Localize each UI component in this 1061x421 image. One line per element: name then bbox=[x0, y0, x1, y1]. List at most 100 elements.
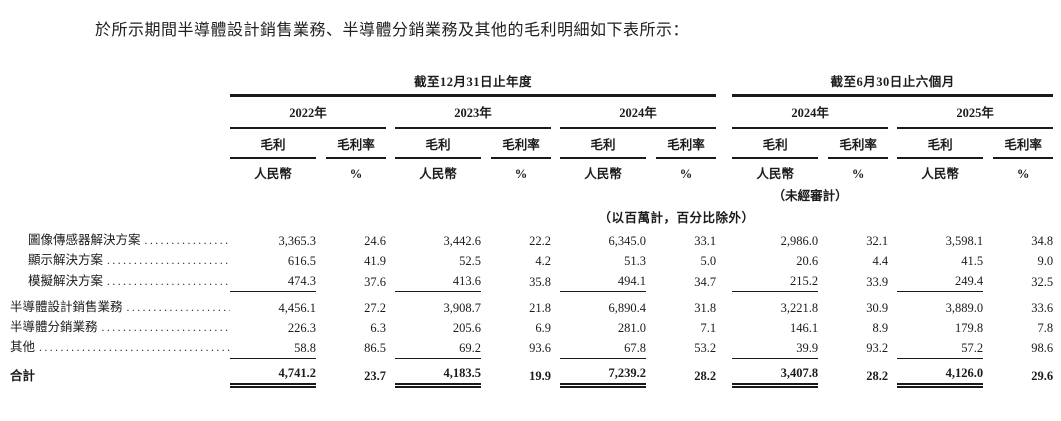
gap bbox=[983, 338, 993, 358]
gap bbox=[646, 338, 656, 358]
year-header-2023: 2023年 bbox=[395, 95, 551, 129]
gap bbox=[646, 272, 656, 292]
empty-cell bbox=[888, 184, 1053, 203]
gross-profit-header: 毛利 bbox=[395, 127, 481, 160]
gap bbox=[316, 251, 326, 271]
gap bbox=[983, 158, 993, 183]
gap bbox=[818, 318, 828, 338]
gap bbox=[551, 96, 560, 128]
value-cell: 7.1 bbox=[700, 320, 717, 335]
section-gap bbox=[716, 272, 732, 292]
gap bbox=[316, 292, 326, 318]
value-cell: 41.9 bbox=[364, 254, 386, 269]
value-cell: 3,908.7 bbox=[443, 300, 482, 315]
col-group-annual: 截至12月31日止年度 bbox=[230, 75, 717, 98]
gap bbox=[888, 227, 897, 251]
value-cell: 21.8 bbox=[529, 300, 551, 315]
value-cell: 3,365.3 bbox=[278, 234, 317, 249]
value-cell: 35.8 bbox=[529, 274, 551, 289]
gap bbox=[818, 272, 828, 292]
value-cell: 7.8 bbox=[1037, 320, 1054, 335]
intro-paragraph: 於所示期間半導體設計銷售業務、半導體分銷業務及其他的毛利明細如下表所示： bbox=[95, 22, 690, 39]
gap bbox=[316, 338, 326, 358]
margin-header: 毛利率 bbox=[993, 127, 1054, 160]
row-label-text: 顯示解決方案 bbox=[28, 253, 104, 268]
gap bbox=[646, 359, 656, 386]
row-label-text: 圖像傳感器解決方案 bbox=[28, 233, 141, 248]
currency-header: 人民幣 bbox=[756, 167, 794, 182]
value-cell: 205.6 bbox=[452, 320, 481, 335]
year-header-2025-interim: 2025年 bbox=[897, 95, 1054, 129]
percent-header: % bbox=[349, 167, 363, 182]
empty-cell bbox=[10, 184, 732, 203]
value-cell: 215.2 bbox=[732, 271, 819, 293]
value-cell: 86.5 bbox=[364, 341, 386, 356]
currency-header: 人民幣 bbox=[419, 167, 457, 182]
gap bbox=[551, 251, 560, 271]
value-cell: 413.6 bbox=[395, 271, 481, 293]
value-cell: 33.9 bbox=[866, 274, 889, 289]
empty-cell bbox=[10, 158, 230, 183]
gap bbox=[386, 96, 395, 128]
gross-profit-header: 毛利 bbox=[560, 127, 646, 160]
value-cell: 23.7 bbox=[364, 368, 386, 383]
row-label: 半導體設計銷售業務...............................… bbox=[10, 292, 230, 318]
value-cell: 4,183.5 bbox=[395, 358, 481, 389]
value-cell: 32.5 bbox=[1031, 274, 1054, 289]
section-gap bbox=[716, 251, 732, 271]
unaudited-note: （未經審計） bbox=[772, 188, 848, 203]
gap bbox=[646, 251, 656, 271]
empty-cell bbox=[10, 75, 230, 96]
gap bbox=[386, 251, 395, 271]
leader-dots: ........................................… bbox=[126, 301, 230, 314]
gap bbox=[386, 158, 395, 183]
gap bbox=[481, 292, 491, 318]
row-label: 模擬解決方案..................................… bbox=[10, 272, 230, 292]
value-cell: 98.6 bbox=[1031, 341, 1054, 356]
year-header-2024-interim: 2024年 bbox=[732, 95, 889, 129]
section-gap bbox=[716, 96, 732, 128]
gross-profit-table: 截至12月31日止年度 截至6月30日止六個月 2022年 2023年 2024… bbox=[10, 75, 1054, 389]
gap bbox=[888, 272, 897, 292]
value-cell: 69.2 bbox=[395, 338, 481, 360]
section-gap bbox=[716, 158, 732, 183]
gap bbox=[551, 318, 560, 338]
gap bbox=[818, 338, 828, 358]
gap bbox=[983, 272, 993, 292]
gap bbox=[481, 227, 491, 251]
gap bbox=[888, 359, 897, 386]
gap bbox=[551, 359, 560, 386]
currency-header: 人民幣 bbox=[254, 167, 292, 182]
row-others: 其他......................................… bbox=[10, 338, 1054, 360]
value-cell: 4,126.0 bbox=[897, 358, 984, 389]
gap bbox=[316, 128, 326, 158]
value-cell: 52.5 bbox=[459, 254, 481, 269]
gap bbox=[386, 128, 395, 158]
gap bbox=[888, 251, 897, 271]
value-cell: 93.6 bbox=[529, 341, 551, 356]
unaudited-row: （未經審計） bbox=[10, 184, 1053, 203]
gap bbox=[818, 359, 828, 386]
value-cell: 34.8 bbox=[1031, 234, 1054, 249]
col-group-interim: 截至6月30日止六個月 bbox=[732, 75, 1054, 98]
value-cell: 3,598.1 bbox=[945, 234, 984, 249]
value-cell: 93.2 bbox=[866, 341, 889, 356]
value-cell: 37.6 bbox=[364, 274, 386, 289]
section-gap bbox=[716, 227, 732, 251]
row-image-sensor: 圖像傳感器解決方案...............................… bbox=[10, 227, 1053, 251]
margin-header: 毛利率 bbox=[491, 127, 551, 160]
gross-profit-header: 毛利 bbox=[230, 127, 316, 160]
section-header-row: 截至12月31日止年度 截至6月30日止六個月 bbox=[10, 75, 1054, 98]
gap bbox=[551, 227, 560, 251]
gap bbox=[481, 359, 491, 386]
gap bbox=[481, 158, 491, 183]
gap bbox=[386, 338, 395, 358]
gap bbox=[983, 128, 993, 158]
value-cell: 3,442.6 bbox=[443, 234, 482, 249]
gap bbox=[551, 272, 560, 292]
value-cell: 179.8 bbox=[954, 320, 984, 335]
gap bbox=[646, 158, 656, 183]
measure-header-row: 毛利 毛利率 毛利 毛利率 毛利 毛利率 毛利 毛利率 毛利 毛利率 bbox=[10, 127, 1054, 160]
percent-header: % bbox=[514, 167, 528, 182]
gap bbox=[983, 227, 993, 251]
